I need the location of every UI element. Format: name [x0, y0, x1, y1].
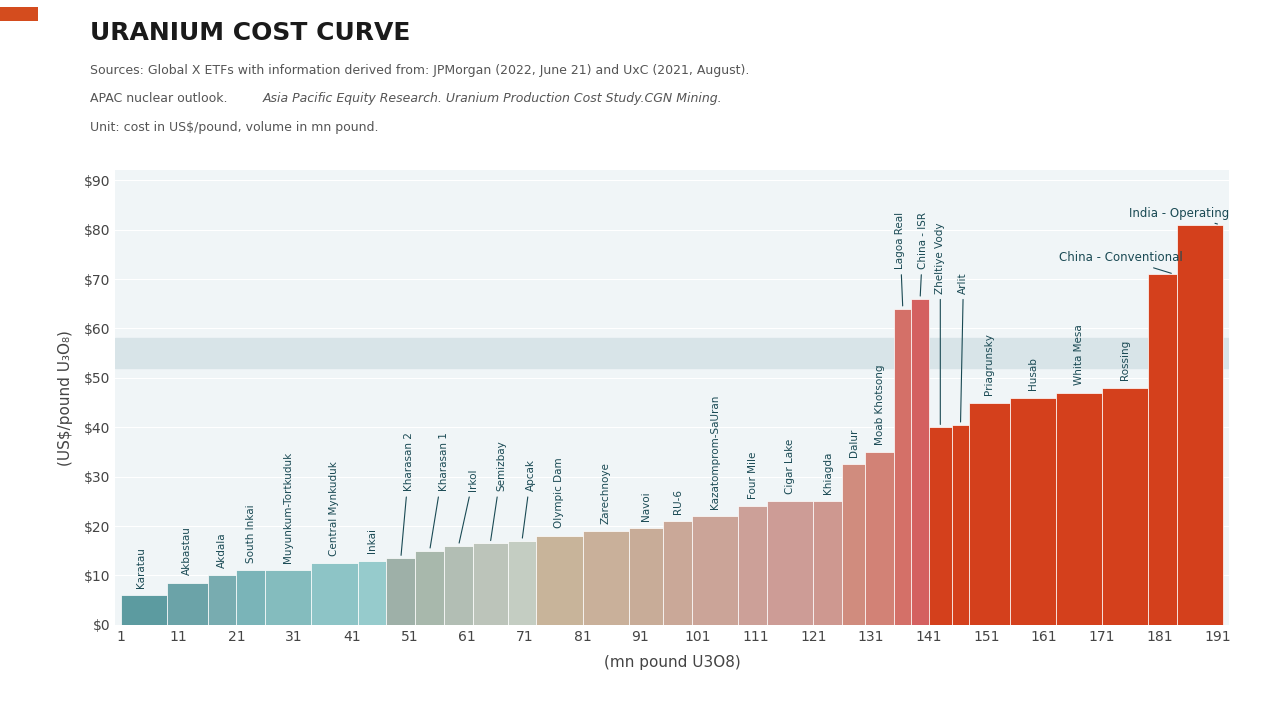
Bar: [1102, 388, 1148, 625]
Bar: [911, 299, 929, 625]
Bar: [1148, 274, 1176, 625]
Text: Khiagda: Khiagda: [823, 452, 833, 494]
Text: Kharasan 2: Kharasan 2: [401, 432, 415, 555]
Text: China - Conventional: China - Conventional: [1059, 251, 1183, 273]
Bar: [929, 427, 952, 625]
Bar: [508, 541, 536, 625]
Text: Cigar Lake: Cigar Lake: [786, 439, 795, 494]
Text: Lagoa Real: Lagoa Real: [895, 212, 905, 306]
Text: Kazatomprom-SaUran: Kazatomprom-SaUran: [710, 394, 721, 509]
Text: China - ISR: China - ISR: [918, 212, 928, 296]
Bar: [1010, 398, 1056, 625]
Text: Moab Khotsong: Moab Khotsong: [874, 364, 884, 444]
Text: Zarechnoye: Zarechnoye: [600, 462, 611, 523]
Bar: [444, 546, 472, 625]
Text: Kharasan 1: Kharasan 1: [430, 432, 449, 548]
Text: Akdala: Akdala: [216, 532, 227, 568]
Bar: [969, 403, 1010, 625]
Bar: [357, 561, 387, 625]
Bar: [115, 339, 1229, 368]
Bar: [472, 543, 508, 625]
Bar: [265, 570, 311, 625]
Text: Irkol: Irkol: [460, 469, 477, 543]
Text: Whita Mesa: Whita Mesa: [1074, 324, 1084, 386]
Bar: [692, 516, 739, 625]
Text: Husab: Husab: [1028, 357, 1038, 390]
Text: Unit: cost in US$/pound, volume in mn pound.: Unit: cost in US$/pound, volume in mn po…: [90, 121, 378, 133]
Text: Sources: Global X ETFs with information derived from: JPMorgan (2022, June 21) a: Sources: Global X ETFs with information …: [90, 64, 749, 77]
Text: Central Mynkuduk: Central Mynkuduk: [329, 461, 339, 556]
Bar: [865, 452, 895, 625]
Bar: [237, 570, 265, 625]
Text: Apcak: Apcak: [522, 459, 535, 538]
Text: URANIUM COST CURVE: URANIUM COST CURVE: [90, 21, 410, 45]
Text: India - Operating: India - Operating: [1129, 207, 1229, 224]
Text: Priagrunskу: Priagrunskу: [984, 333, 995, 395]
Bar: [895, 309, 911, 625]
Bar: [207, 575, 237, 625]
Text: Karatau: Karatau: [136, 547, 146, 588]
Bar: [663, 521, 692, 625]
Bar: [952, 425, 969, 625]
Y-axis label: (US$/pound U₃O₈): (US$/pound U₃O₈): [58, 329, 73, 466]
Text: Asia Pacific Equity Research. Uranium Production Cost Study.CGN Mining.: Asia Pacific Equity Research. Uranium Pr…: [262, 92, 722, 105]
Text: Inkai: Inkai: [367, 528, 378, 553]
Text: Arlit: Arlit: [959, 272, 969, 422]
Bar: [1176, 225, 1222, 625]
Text: Olympic Dam: Olympic Dam: [554, 458, 564, 528]
Text: Dalur: Dalur: [849, 429, 859, 457]
Text: Muyunkum-Tortkuduk: Muyunkum-Tortkuduk: [283, 452, 293, 563]
Bar: [628, 528, 663, 625]
Text: Four Mile: Four Mile: [748, 452, 758, 499]
Bar: [739, 506, 767, 625]
Text: Semizbay: Semizbay: [490, 441, 507, 540]
Text: Akbastau: Akbastau: [182, 527, 192, 575]
Bar: [842, 464, 865, 625]
Bar: [311, 563, 357, 625]
Text: Navoi: Navoi: [641, 491, 652, 521]
Text: RU-6: RU-6: [673, 488, 682, 513]
Bar: [767, 501, 813, 625]
Bar: [387, 558, 415, 625]
Bar: [1056, 393, 1102, 625]
Bar: [168, 583, 207, 625]
Bar: [582, 531, 628, 625]
Text: Rossing: Rossing: [1120, 340, 1130, 381]
Bar: [122, 595, 168, 625]
Bar: [536, 536, 582, 625]
Text: APAC nuclear outlook.: APAC nuclear outlook.: [90, 92, 232, 105]
Bar: [813, 501, 842, 625]
Text: Zheltiye Vody: Zheltiye Vody: [936, 222, 946, 425]
Bar: [415, 551, 444, 625]
X-axis label: (mn pound U3O8): (mn pound U3O8): [604, 655, 740, 670]
Text: South Inkai: South Inkai: [246, 504, 256, 563]
